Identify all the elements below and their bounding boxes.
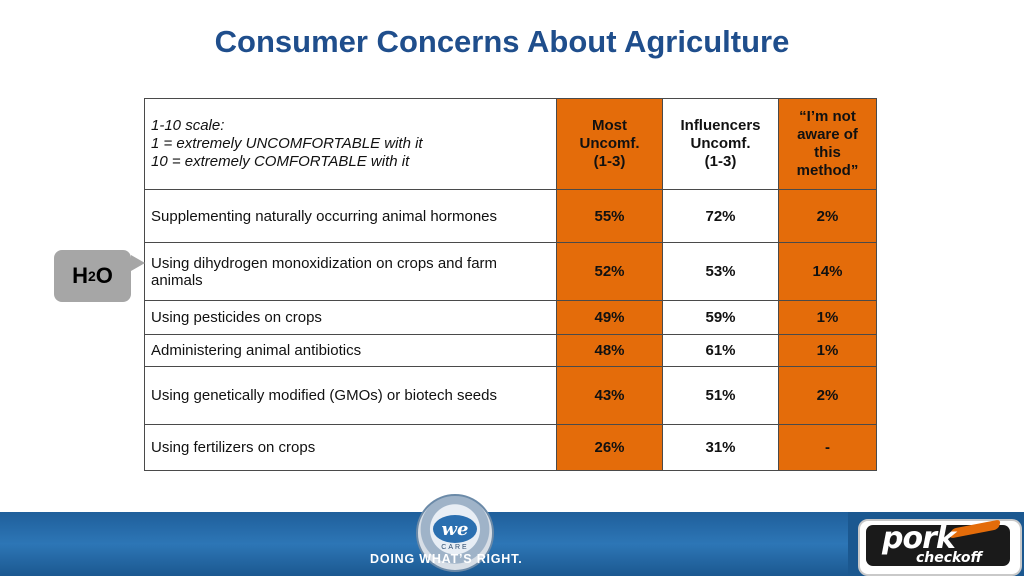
pork-logo-text: pork <box>882 521 956 556</box>
callout-pointer <box>131 255 145 271</box>
page-title: Consumer Concerns About Agriculture <box>214 24 790 59</box>
cell-not-aware: 2% <box>778 366 877 425</box>
pork-logo-background <box>866 525 1010 566</box>
table-row: Using dihydrogen monoxidization on crops… <box>144 242 877 301</box>
cell-not-aware: 1% <box>778 300 877 335</box>
cell-influencers: 59% <box>662 300 779 335</box>
seal-we: we <box>433 515 477 543</box>
footer-tagline: DOING WHAT’S RIGHT. <box>370 552 523 566</box>
row-label: Using fertilizers on crops <box>144 424 557 471</box>
row-label: Administering animal antibiotics <box>144 334 557 367</box>
header-not-aware: “I’m not aware of this method” <box>778 98 877 190</box>
cell-most: 49% <box>556 300 663 335</box>
scale-line-2: 1 = extremely UNCOMFORTABLE with it <box>151 135 423 152</box>
checkoff-logo-text: checkoff <box>916 550 983 566</box>
scale-legend: 1-10 scale: 1 = extremely UNCOMFORTABLE … <box>144 98 557 190</box>
cell-influencers: 72% <box>662 189 779 243</box>
concerns-table: 1-10 scale: 1 = extremely UNCOMFORTABLE … <box>144 98 877 471</box>
cell-not-aware: 2% <box>778 189 877 243</box>
scale-line-1: 1-10 scale: <box>151 117 225 134</box>
row-label: Using genetically modified (GMOs) or bio… <box>144 366 557 425</box>
cell-influencers: 51% <box>662 366 779 425</box>
cell-not-aware: - <box>778 424 877 471</box>
table-row: Supplementing naturally occurring animal… <box>144 189 877 243</box>
cell-not-aware: 1% <box>778 334 877 367</box>
cell-most: 43% <box>556 366 663 425</box>
cell-most: 26% <box>556 424 663 471</box>
cell-most: 55% <box>556 189 663 243</box>
callout-o: O <box>95 263 113 288</box>
header-most-uncomf: Most Uncomf. (1-3) <box>556 98 663 190</box>
cell-not-aware: 14% <box>778 242 877 301</box>
table-row: Using genetically modified (GMOs) or bio… <box>144 366 877 425</box>
table-row: Administering animal antibiotics 48% 61%… <box>144 334 877 367</box>
table-row: Using pesticides on crops 49% 59% 1% <box>144 300 877 335</box>
header-influencers-uncomf: Influencers Uncomf. (1-3) <box>662 98 779 190</box>
cell-influencers: 53% <box>662 242 779 301</box>
we-care-seal-logo: we CARE <box>416 494 494 572</box>
callout-subscript: 2 <box>87 268 96 284</box>
seal-care: CARE <box>441 544 469 551</box>
row-label: Using pesticides on crops <box>144 300 557 335</box>
row-label: Using dihydrogen monoxidization on crops… <box>144 242 557 301</box>
scale-line-3: 10 = extremely COMFORTABLE with it <box>151 153 410 170</box>
table-row: Using fertilizers on crops 26% 31% - <box>144 424 877 471</box>
cell-most: 48% <box>556 334 663 367</box>
table-header-row: 1-10 scale: 1 = extremely UNCOMFORTABLE … <box>144 98 877 190</box>
callout-h: H <box>72 263 88 288</box>
cell-most: 52% <box>556 242 663 301</box>
cell-influencers: 31% <box>662 424 779 471</box>
cell-influencers: 61% <box>662 334 779 367</box>
row-label: Supplementing naturally occurring animal… <box>144 189 557 243</box>
